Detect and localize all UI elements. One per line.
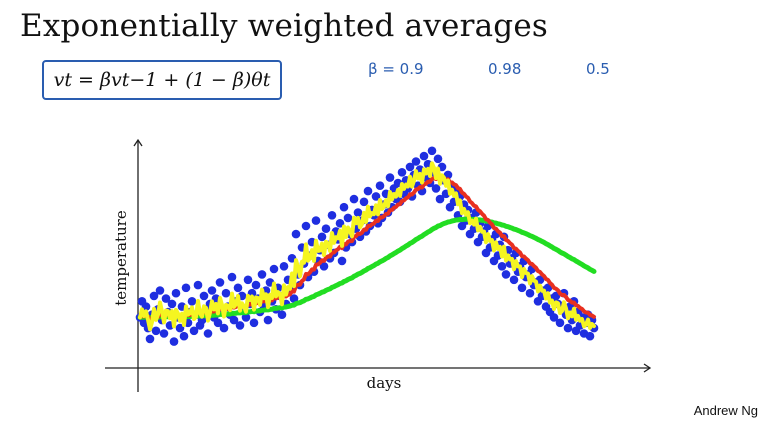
formula-box: vt = βvt−1 + (1 − β)θt bbox=[42, 60, 282, 100]
page-title: Exponentially weighted averages bbox=[20, 8, 548, 44]
data-point bbox=[269, 264, 279, 274]
data-point bbox=[291, 229, 301, 239]
data-point bbox=[229, 315, 239, 325]
series-line-beta-0.98 bbox=[137, 216, 597, 321]
data-point bbox=[145, 334, 155, 344]
data-point bbox=[427, 146, 437, 156]
data-point bbox=[289, 294, 299, 303]
data-point bbox=[311, 216, 321, 225]
data-point bbox=[241, 313, 251, 322]
data-point bbox=[249, 318, 259, 328]
series-line-beta-0.5 bbox=[138, 161, 596, 332]
data-point bbox=[215, 278, 225, 287]
data-point bbox=[321, 224, 331, 233]
data-point bbox=[151, 326, 161, 336]
data-point bbox=[161, 294, 171, 303]
data-point bbox=[243, 275, 253, 285]
data-point bbox=[353, 208, 363, 217]
data-point bbox=[555, 318, 565, 328]
data-point bbox=[189, 326, 199, 336]
x-axis-arrow bbox=[643, 363, 652, 373]
data-point bbox=[251, 280, 261, 290]
data-point bbox=[181, 283, 191, 293]
data-point bbox=[319, 262, 329, 271]
data-point bbox=[397, 168, 407, 177]
data-point bbox=[435, 194, 445, 204]
data-point bbox=[207, 286, 217, 295]
data-point bbox=[431, 184, 441, 193]
data-point bbox=[585, 331, 595, 341]
data-point bbox=[301, 221, 311, 231]
data-point bbox=[227, 272, 237, 282]
data-point bbox=[411, 157, 421, 166]
formula-text: vt = βvt−1 + (1 − β)θt bbox=[53, 69, 271, 91]
data-point bbox=[509, 275, 519, 285]
data-point bbox=[349, 194, 359, 204]
data-point bbox=[433, 154, 443, 164]
data-point bbox=[279, 262, 289, 271]
data-point bbox=[337, 256, 347, 266]
data-point bbox=[419, 151, 429, 161]
data-point bbox=[193, 280, 203, 290]
x-axis-label: days bbox=[367, 374, 402, 392]
data-point bbox=[525, 288, 535, 298]
data-point bbox=[159, 329, 169, 338]
data-point bbox=[517, 283, 527, 293]
annotation-beta-0.9: β = 0.9 bbox=[368, 60, 424, 78]
data-point bbox=[375, 181, 385, 190]
data-point bbox=[501, 270, 511, 279]
data-point bbox=[257, 270, 267, 279]
data-point bbox=[317, 232, 327, 242]
data-point bbox=[203, 329, 213, 338]
data-point bbox=[155, 286, 165, 295]
data-point bbox=[363, 186, 373, 196]
data-point bbox=[263, 315, 273, 325]
data-point bbox=[405, 162, 415, 172]
data-point bbox=[219, 323, 229, 333]
data-point bbox=[167, 299, 177, 309]
data-point bbox=[235, 321, 245, 330]
data-point bbox=[179, 331, 189, 341]
data-point bbox=[171, 288, 181, 298]
data-point bbox=[233, 283, 243, 293]
data-point bbox=[277, 310, 287, 320]
series-line-beta-0.9 bbox=[138, 175, 596, 321]
annotation-beta-0.5: 0.5 bbox=[586, 60, 610, 78]
data-point bbox=[563, 323, 573, 333]
data-point bbox=[169, 337, 179, 346]
data-point bbox=[175, 323, 185, 333]
data-point bbox=[213, 318, 223, 328]
data-point bbox=[221, 288, 231, 298]
data-point bbox=[327, 211, 337, 220]
annotation-beta-0.98: 0.98 bbox=[488, 60, 522, 78]
data-point bbox=[335, 219, 345, 228]
data-point bbox=[339, 202, 349, 212]
y-axis-label: temperature bbox=[112, 210, 130, 306]
data-point bbox=[149, 291, 159, 301]
data-point bbox=[187, 297, 197, 306]
data-point bbox=[549, 313, 559, 322]
footer-credit: Andrew Ng bbox=[693, 403, 758, 418]
data-point bbox=[371, 192, 381, 201]
data-point bbox=[199, 291, 209, 301]
data-point bbox=[343, 213, 353, 223]
data-point bbox=[385, 173, 395, 182]
data-point bbox=[359, 197, 369, 207]
y-axis-arrow bbox=[133, 138, 143, 147]
data-point bbox=[497, 262, 507, 271]
